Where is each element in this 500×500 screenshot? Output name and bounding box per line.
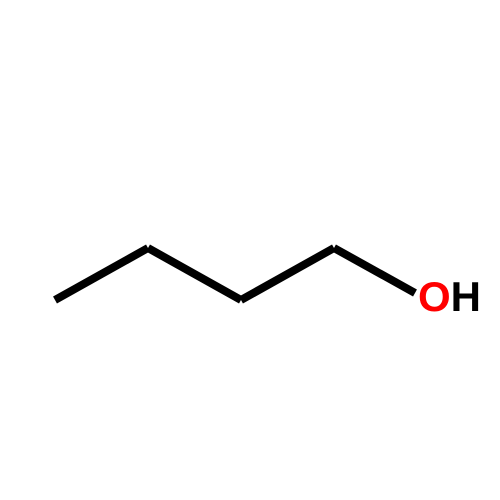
bond — [241, 248, 334, 300]
molecule-diagram: OH — [0, 0, 500, 500]
bond — [334, 248, 415, 293]
bond — [55, 248, 148, 300]
atom-label: OH — [418, 273, 481, 320]
bond — [148, 248, 241, 300]
